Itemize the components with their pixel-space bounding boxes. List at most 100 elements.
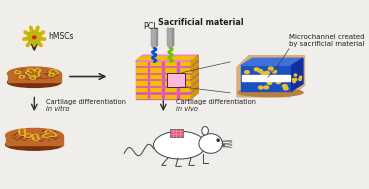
Bar	[172, 28, 173, 45]
Bar	[135, 61, 191, 99]
Bar	[136, 75, 191, 78]
Ellipse shape	[7, 67, 61, 80]
Ellipse shape	[31, 72, 36, 74]
Bar	[136, 68, 191, 72]
Ellipse shape	[6, 129, 63, 143]
Bar	[162, 68, 164, 72]
Ellipse shape	[6, 139, 63, 150]
Ellipse shape	[26, 72, 31, 74]
Polygon shape	[135, 55, 198, 61]
Ellipse shape	[293, 81, 295, 83]
Ellipse shape	[21, 133, 24, 134]
Polygon shape	[151, 45, 157, 48]
Ellipse shape	[286, 76, 290, 79]
Ellipse shape	[7, 77, 61, 88]
Bar	[148, 94, 149, 98]
Ellipse shape	[254, 68, 259, 71]
Ellipse shape	[29, 73, 35, 76]
Ellipse shape	[261, 72, 266, 75]
Ellipse shape	[50, 133, 56, 136]
Ellipse shape	[47, 131, 50, 133]
Bar	[162, 94, 164, 98]
Bar	[7, 73, 61, 82]
Ellipse shape	[30, 70, 31, 71]
Ellipse shape	[46, 134, 52, 137]
Ellipse shape	[276, 81, 281, 84]
Polygon shape	[191, 82, 198, 91]
Ellipse shape	[54, 72, 56, 73]
Ellipse shape	[49, 70, 55, 73]
Ellipse shape	[223, 145, 224, 146]
Polygon shape	[138, 57, 196, 59]
Bar	[162, 61, 164, 65]
Ellipse shape	[269, 67, 273, 70]
Ellipse shape	[19, 129, 25, 132]
Bar	[148, 81, 149, 85]
Ellipse shape	[52, 70, 55, 71]
Ellipse shape	[32, 73, 35, 74]
Ellipse shape	[48, 132, 55, 135]
Ellipse shape	[34, 135, 37, 136]
Ellipse shape	[252, 76, 256, 79]
Ellipse shape	[254, 77, 258, 80]
Ellipse shape	[19, 132, 25, 135]
Text: in vivo: in vivo	[176, 105, 198, 112]
Bar	[136, 88, 191, 91]
Bar	[156, 28, 157, 45]
Bar	[242, 75, 290, 81]
Ellipse shape	[30, 77, 35, 79]
Ellipse shape	[43, 135, 49, 137]
Ellipse shape	[33, 71, 39, 74]
Bar	[6, 135, 63, 145]
Ellipse shape	[47, 135, 50, 136]
Ellipse shape	[32, 73, 35, 74]
Ellipse shape	[27, 72, 30, 73]
Ellipse shape	[272, 77, 276, 80]
Bar	[168, 28, 173, 45]
Ellipse shape	[51, 70, 56, 72]
Bar	[162, 75, 164, 78]
Polygon shape	[168, 45, 173, 48]
Polygon shape	[191, 75, 198, 85]
Ellipse shape	[299, 78, 301, 81]
Ellipse shape	[35, 69, 41, 71]
Ellipse shape	[30, 74, 32, 75]
Ellipse shape	[264, 86, 269, 89]
Text: Microchannel created
by sacrificial material: Microchannel created by sacrificial mate…	[289, 34, 365, 47]
Ellipse shape	[217, 139, 219, 141]
Ellipse shape	[294, 74, 297, 76]
Ellipse shape	[199, 134, 223, 153]
Bar	[148, 75, 149, 78]
Text: in vitro: in vitro	[46, 105, 70, 112]
Ellipse shape	[50, 133, 53, 134]
Ellipse shape	[25, 134, 32, 137]
Ellipse shape	[258, 77, 263, 80]
Polygon shape	[191, 69, 198, 78]
Ellipse shape	[283, 87, 288, 90]
Bar	[148, 68, 149, 72]
Ellipse shape	[32, 134, 38, 137]
Ellipse shape	[32, 77, 34, 78]
Ellipse shape	[51, 71, 53, 72]
Ellipse shape	[34, 72, 39, 74]
Ellipse shape	[51, 74, 53, 75]
Ellipse shape	[283, 85, 287, 88]
Text: Sacrificial material: Sacrificial material	[158, 18, 244, 27]
Text: Cartilage differentiation: Cartilage differentiation	[46, 99, 126, 105]
Ellipse shape	[259, 86, 263, 89]
Ellipse shape	[45, 130, 52, 133]
Ellipse shape	[30, 70, 35, 72]
Polygon shape	[191, 55, 198, 99]
Ellipse shape	[19, 131, 25, 134]
Bar	[177, 94, 179, 98]
Bar	[148, 88, 149, 91]
Ellipse shape	[251, 77, 255, 80]
Bar	[162, 81, 164, 85]
Ellipse shape	[29, 73, 34, 76]
Ellipse shape	[37, 70, 39, 71]
Bar	[136, 61, 191, 65]
Ellipse shape	[272, 70, 277, 73]
Ellipse shape	[293, 78, 295, 81]
Bar	[177, 75, 179, 78]
Bar	[177, 68, 179, 72]
